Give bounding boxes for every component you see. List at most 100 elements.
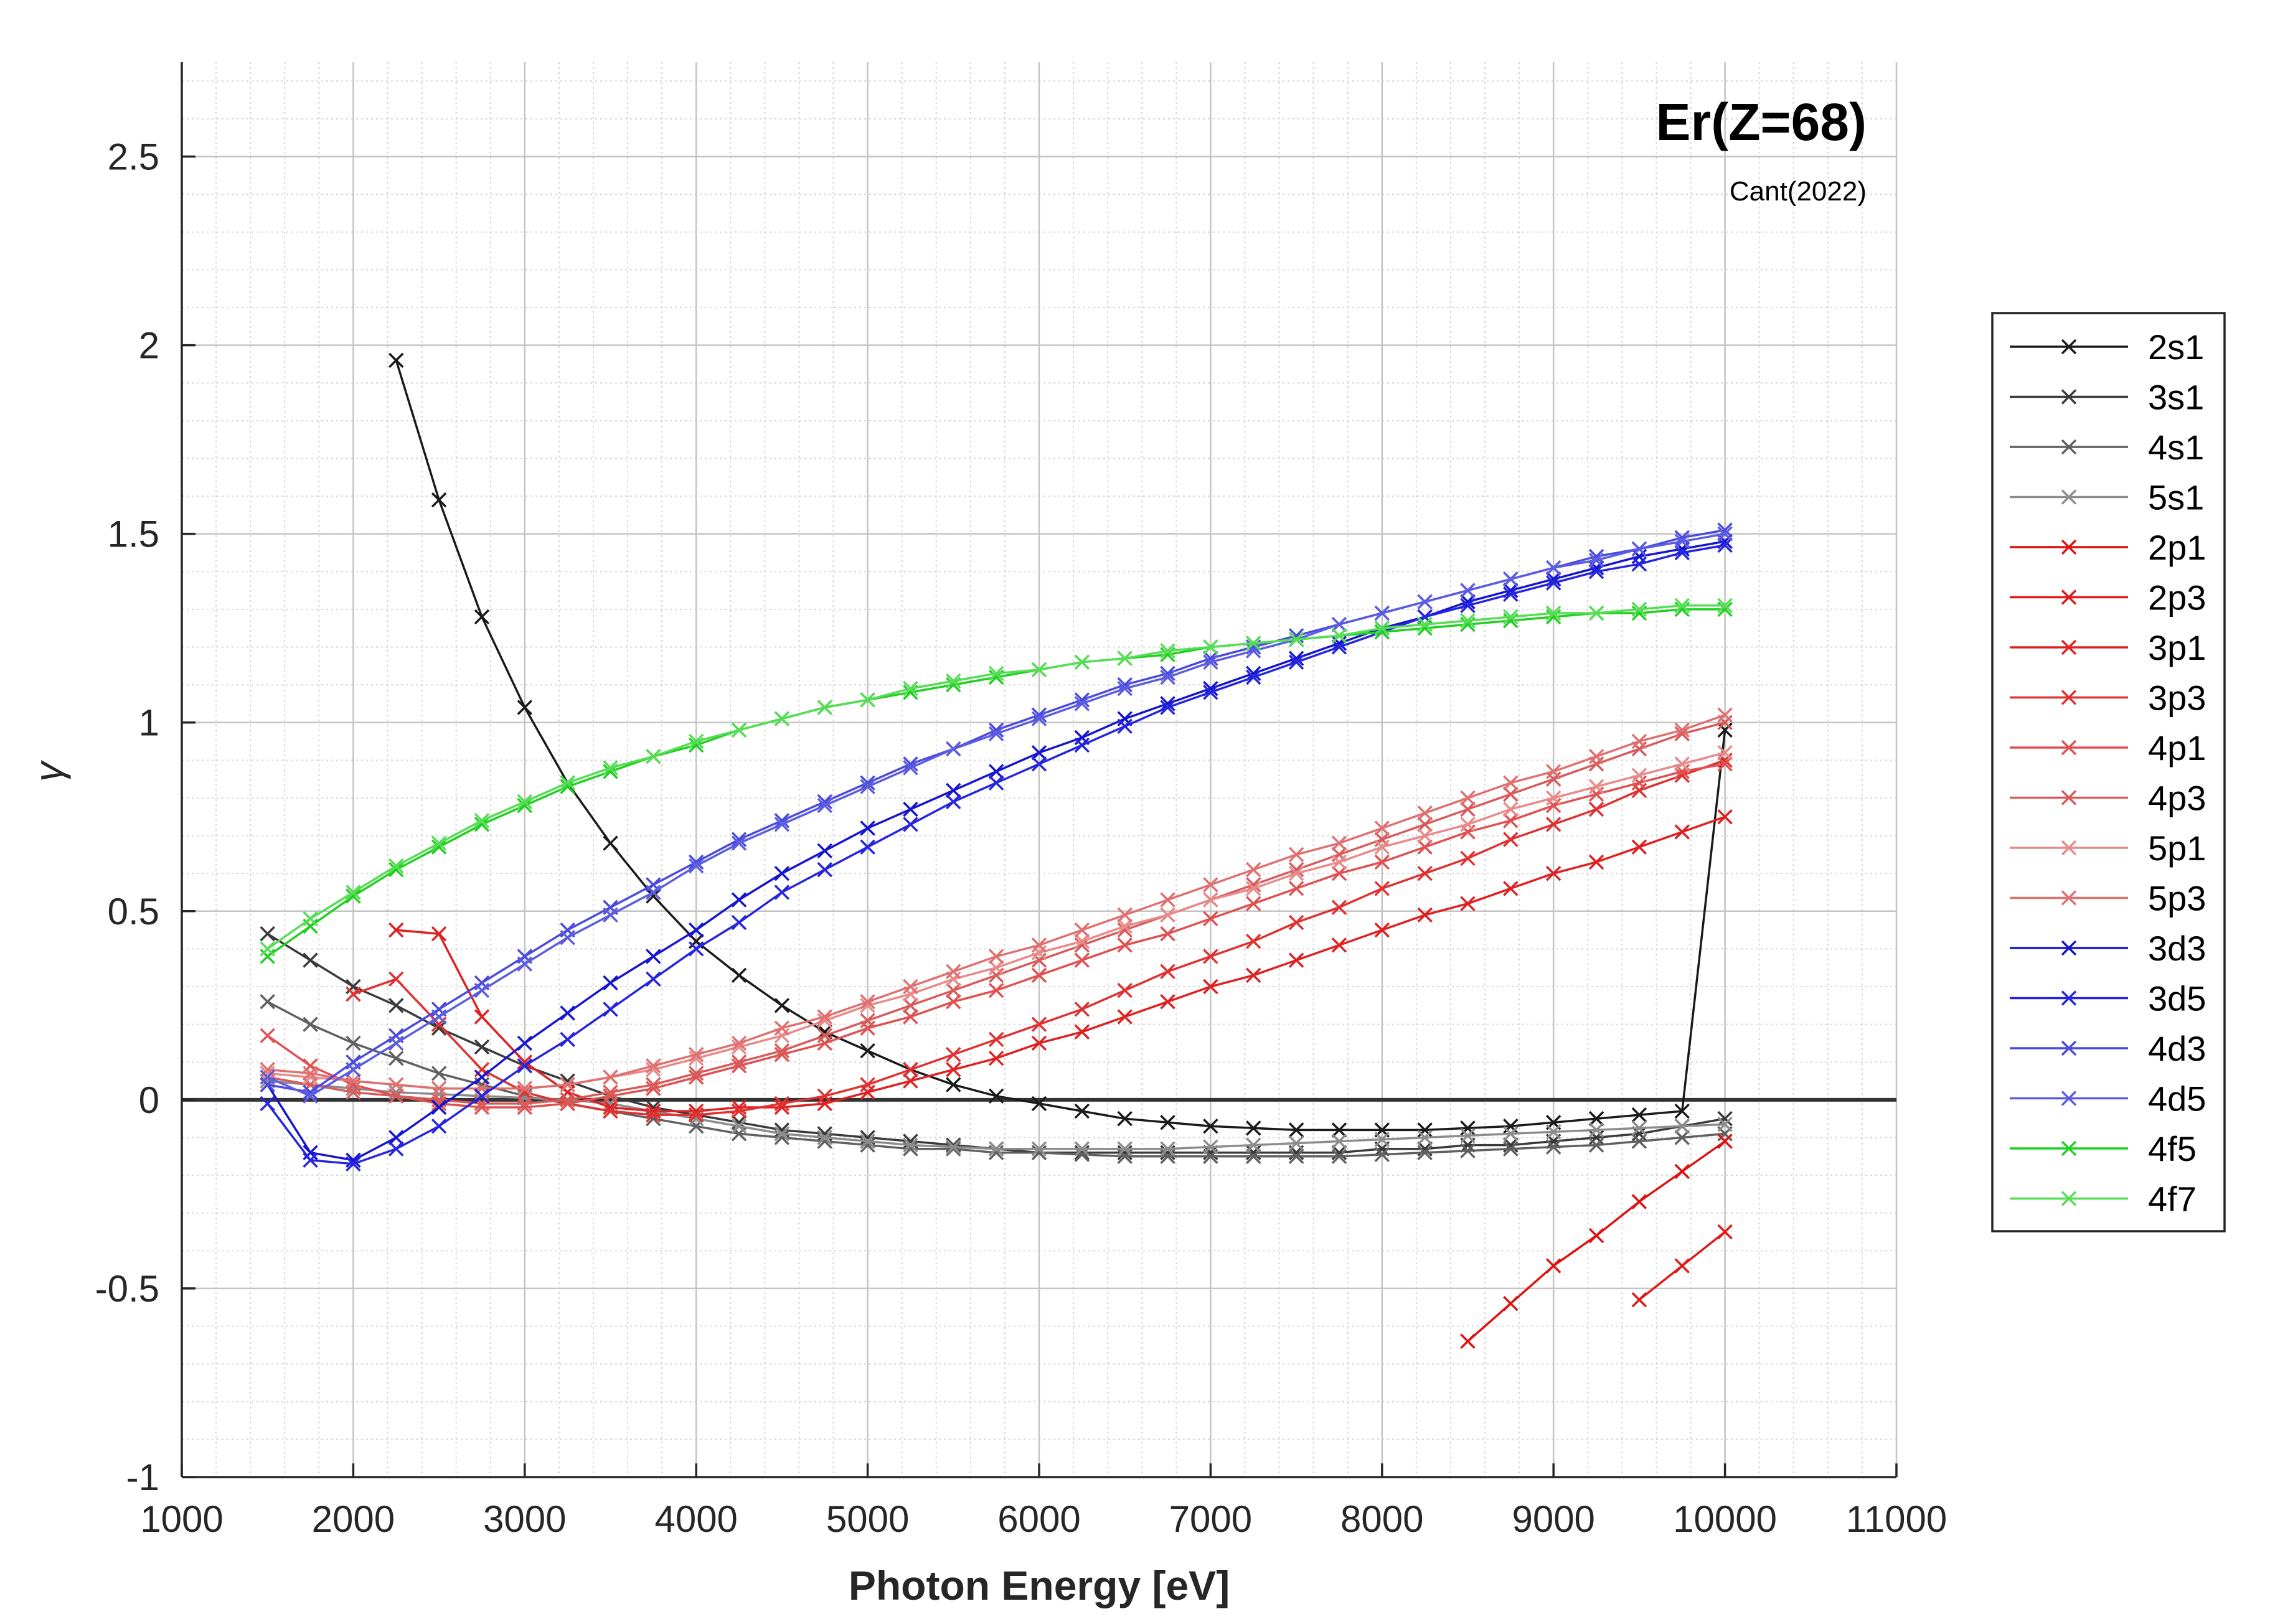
data-point-4f7: [1417, 616, 1433, 632]
data-point-3d3: [560, 1005, 575, 1021]
legend-label: 4p3: [2148, 779, 2206, 818]
data-point-3d3: [817, 843, 832, 859]
data-point-3p1: [1588, 854, 1604, 870]
data-point-3p3: [1031, 1016, 1047, 1032]
data-point-4s1: [1160, 1148, 1175, 1165]
legend-label: 2s1: [2148, 327, 2204, 367]
data-point-4d3: [303, 1084, 318, 1100]
data-point-3d5: [1117, 718, 1133, 735]
data-point-5p1: [1717, 744, 1733, 761]
data-point-3p3: [1117, 982, 1133, 998]
series-4s1: [260, 994, 1733, 1165]
data-point-4f7: [474, 813, 490, 828]
data-point-2p1: [1545, 1258, 1561, 1274]
data-point-4p3: [1331, 847, 1347, 863]
data-point-5s1: [1631, 1120, 1647, 1136]
legend-marker: [2061, 489, 2077, 505]
data-point-5p3: [1331, 835, 1347, 851]
data-point-4p3: [1588, 756, 1604, 772]
data-point-2p1: [1460, 1333, 1476, 1349]
data-point-2s1: [1203, 1119, 1218, 1134]
data-point-3p1: [988, 1050, 1004, 1066]
data-point-2s1: [1588, 1110, 1604, 1127]
data-point-4d3: [817, 794, 832, 810]
data-point-4p1: [946, 994, 961, 1010]
data-point-3p3: [603, 1103, 618, 1119]
data-point-3d3: [946, 782, 961, 799]
data-point-3p3: [346, 986, 361, 1002]
data-point-4f5: [260, 949, 275, 964]
data-point-4p3: [1503, 786, 1519, 802]
data-point-3d5: [303, 1152, 318, 1168]
data-point-4p1: [1631, 775, 1647, 791]
data-point-3p3: [946, 1046, 961, 1063]
data-point-4d5: [1160, 669, 1175, 685]
data-point-3p1: [474, 1009, 490, 1025]
data-point-3p1: [1203, 979, 1218, 995]
data-point-5s1: [1417, 1130, 1433, 1145]
data-point-3p1: [1160, 994, 1175, 1010]
data-point-5p3: [646, 1058, 661, 1074]
data-point-5p1: [1417, 828, 1433, 843]
data-point-5s1: [1160, 1141, 1175, 1157]
legend-marker: [2061, 840, 2077, 856]
data-point-4d3: [860, 775, 875, 791]
x-tick-label: 6000: [997, 1498, 1080, 1540]
data-point-4p1: [1203, 911, 1218, 927]
data-point-3p1: [431, 926, 447, 942]
data-point-4d5: [303, 1088, 318, 1104]
data-point-3d5: [731, 914, 747, 931]
series-4f7: [260, 598, 1733, 957]
data-point-4p3: [946, 982, 961, 998]
data-point-3s1: [1717, 1110, 1733, 1127]
y-tick-label: 1: [139, 702, 159, 744]
data-point-5p3: [1031, 937, 1047, 953]
data-point-5s1: [1460, 1128, 1476, 1143]
data-point-5p3: [1717, 707, 1733, 723]
data-point-5p1: [903, 986, 918, 1002]
data-point-4f7: [260, 941, 275, 957]
legend-entry-4d3: 4d3: [2010, 1029, 2206, 1068]
x-tick-label: 9000: [1512, 1498, 1594, 1540]
legend-label: 3d5: [2148, 979, 2206, 1018]
data-point-4p1: [1588, 786, 1604, 802]
legend-label: 2p1: [2148, 528, 2206, 567]
data-point-3p1: [903, 1073, 918, 1089]
x-tick-label: 4000: [654, 1498, 737, 1540]
data-point-4p1: [1417, 839, 1433, 855]
data-point-3d3: [517, 1035, 533, 1051]
data-point-2s1: [1631, 1107, 1647, 1123]
series-2p1: [1460, 1134, 1733, 1349]
data-point-3d5: [774, 885, 790, 900]
data-point-4d5: [774, 817, 790, 832]
legend-marker: [2061, 690, 2077, 705]
data-point-5p3: [946, 964, 961, 980]
data-point-5s1: [1117, 1141, 1133, 1157]
data-point-4d5: [431, 1009, 447, 1025]
data-point-4p1: [1717, 756, 1733, 772]
data-point-4d5: [1674, 533, 1690, 550]
chart-subtitle: Cant(2022): [1730, 176, 1867, 207]
data-point-5p3: [1545, 764, 1561, 779]
data-point-4d3: [774, 813, 790, 828]
data-point-3d3: [731, 892, 747, 908]
x-tick-label: 10000: [1673, 1498, 1777, 1540]
data-point-5p1: [1545, 790, 1561, 806]
data-point-4s1: [1503, 1141, 1519, 1157]
data-point-3p1: [860, 1084, 875, 1100]
data-point-4f7: [1031, 662, 1047, 678]
series-line-2p1: [1467, 1140, 1726, 1343]
data-point-4f7: [1588, 605, 1604, 621]
data-point-4p3: [517, 1096, 533, 1112]
legend-marker: [2061, 339, 2077, 355]
data-point-2s1: [431, 492, 447, 508]
data-point-4p1: [1674, 764, 1690, 779]
data-point-4p1: [303, 1058, 318, 1074]
data-point-3p1: [1288, 952, 1304, 968]
legend-label: 4f5: [2148, 1129, 2197, 1168]
data-point-4f5: [474, 817, 490, 832]
data-point-4d5: [1717, 526, 1733, 542]
x-tick-label: 3000: [483, 1498, 566, 1540]
data-point-4d5: [946, 741, 961, 757]
